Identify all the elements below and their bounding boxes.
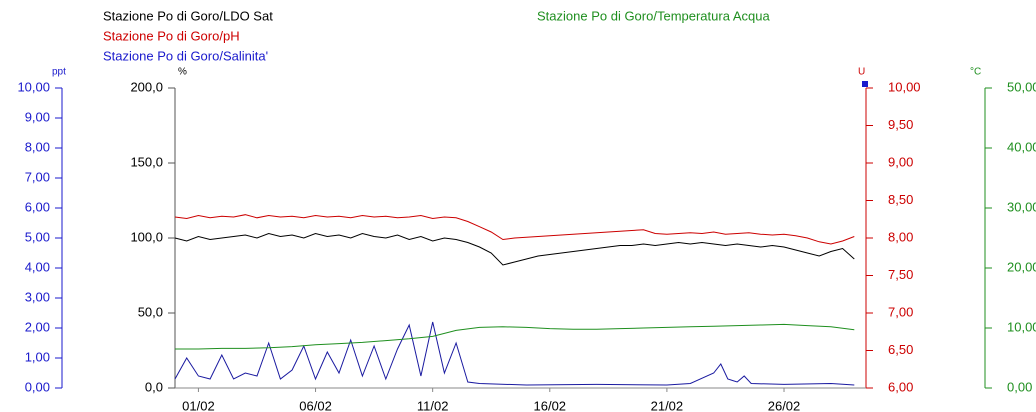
x-tick-label: 06/02 — [299, 398, 332, 412]
series-line — [174, 321, 855, 386]
marker-square — [862, 81, 868, 87]
series-line — [175, 323, 855, 350]
y-tick-label: 150,0 — [130, 154, 163, 169]
y-tick-label: 3,00 — [25, 289, 50, 304]
y-axis-unit: U — [858, 67, 865, 78]
x-tick-label: 26/02 — [768, 398, 801, 412]
y-tick-label: 10,00 — [17, 79, 50, 94]
y-tick-label: 8,00 — [888, 229, 913, 244]
y-tick-label: 50,00 — [1007, 79, 1036, 94]
y-tick-label: 0,00 — [25, 379, 50, 394]
series-line — [174, 214, 855, 245]
y-tick-label: 20,00 — [1007, 259, 1036, 274]
y-tick-label: 5,00 — [25, 229, 50, 244]
y-tick-label: 200,0 — [130, 79, 163, 94]
x-tick-label: 16/02 — [534, 398, 567, 412]
y-tick-label: 0,00 — [1007, 379, 1032, 394]
y-tick-label: 10,00 — [1007, 319, 1036, 334]
y-axis-unit: °C — [970, 67, 981, 78]
y-tick-label: 6,00 — [25, 199, 50, 214]
series-title: Stazione Po di Goro/Salinita' — [103, 48, 268, 63]
series-title: Stazione Po di Goro/Temperatura Acqua — [537, 8, 770, 23]
y-tick-label: 40,00 — [1007, 139, 1036, 154]
y-tick-label: 2,00 — [25, 319, 50, 334]
y-axis-unit: ppt — [52, 67, 66, 78]
y-tick-label: 10,00 — [888, 79, 921, 94]
y-tick-label: 30,00 — [1007, 199, 1036, 214]
series-line — [174, 232, 855, 266]
series-title: Stazione Po di Goro/LDO Sat — [103, 8, 273, 23]
x-tick-label: 11/02 — [417, 398, 449, 412]
y-axis-unit: % — [178, 67, 187, 78]
y-tick-label: 9,50 — [888, 117, 913, 132]
y-tick-label: 1,00 — [25, 349, 50, 364]
y-tick-label: 6,00 — [888, 379, 913, 394]
y-tick-label: 8,00 — [25, 139, 50, 154]
y-tick-label: 9,00 — [25, 109, 50, 124]
x-tick-label: 21/02 — [651, 398, 684, 412]
y-tick-label: 0,0 — [145, 379, 163, 394]
y-tick-label: 7,00 — [888, 304, 913, 319]
y-tick-label: 4,00 — [25, 259, 50, 274]
y-tick-label: 100,0 — [130, 229, 163, 244]
y-tick-label: 50,0 — [138, 304, 163, 319]
x-tick-label: 01/02 — [182, 398, 215, 412]
y-tick-label: 9,00 — [888, 154, 913, 169]
y-tick-label: 7,00 — [25, 169, 50, 184]
y-tick-label: 8,50 — [888, 192, 913, 207]
y-tick-label: 7,50 — [888, 267, 913, 282]
series-title: Stazione Po di Goro/pH — [103, 28, 240, 43]
y-tick-label: 6,50 — [888, 342, 913, 357]
